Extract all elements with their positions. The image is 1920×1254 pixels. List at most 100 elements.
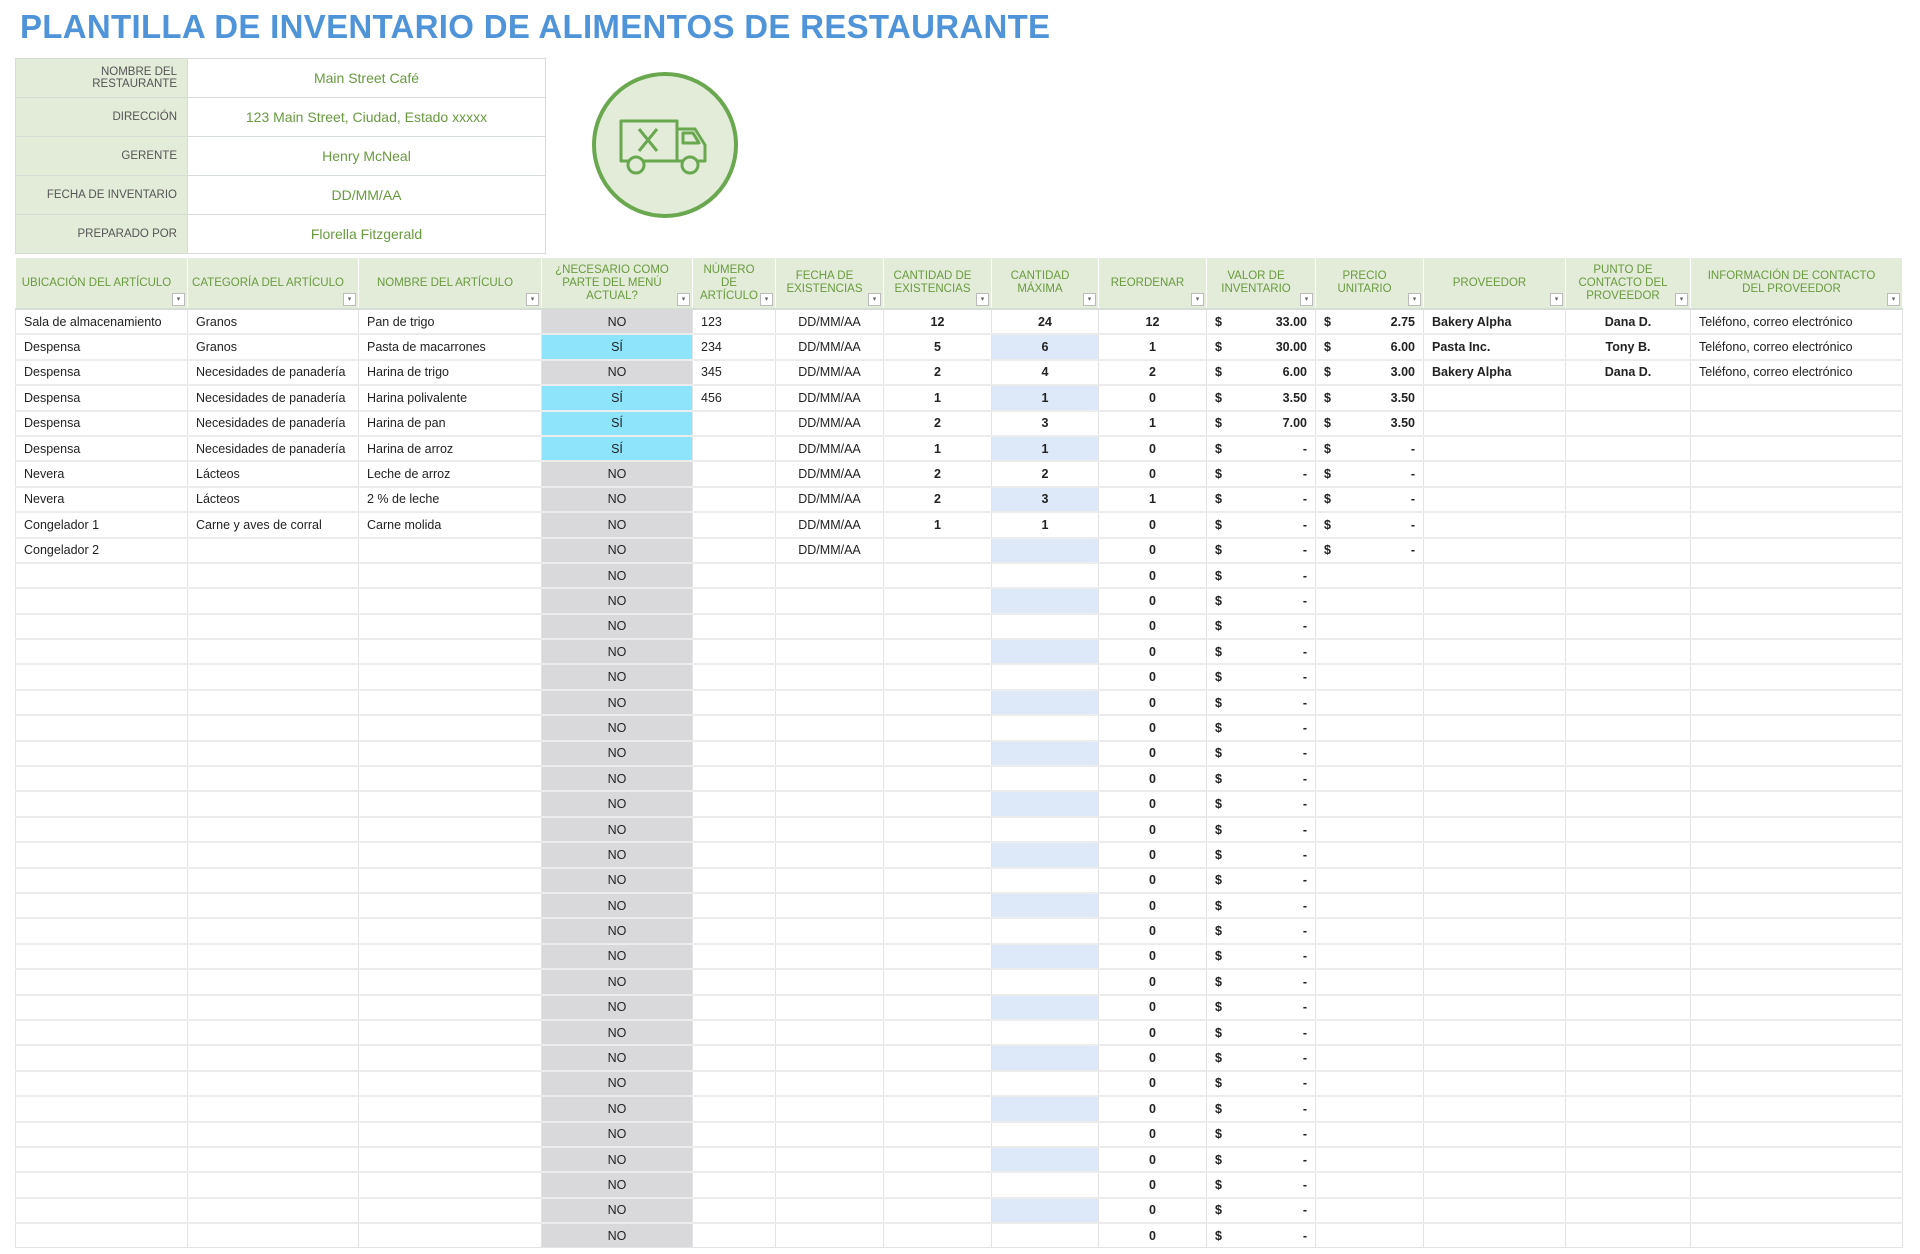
cell-unit-price[interactable]: [1315, 739, 1424, 767]
cell-supplier[interactable]: [1423, 1069, 1566, 1097]
cell-stock-date[interactable]: [775, 1120, 884, 1148]
cell-inventory-value[interactable]: $ -: [1206, 587, 1316, 615]
cell-menu-needed[interactable]: NO: [541, 587, 693, 615]
cell-supplier[interactable]: [1423, 993, 1566, 1021]
cell-stock-qty[interactable]: [883, 866, 992, 894]
cell-supplier-info[interactable]: [1690, 638, 1903, 665]
cell-supplier-contact[interactable]: [1565, 1069, 1691, 1097]
filter-dropdown-icon[interactable]: ▾: [1675, 293, 1688, 306]
cell-inventory-value[interactable]: $ -: [1206, 485, 1316, 513]
cell-inventory-value[interactable]: $ -: [1206, 993, 1316, 1021]
cell-unit-price[interactable]: $ -: [1315, 485, 1424, 513]
cell-inventory-value[interactable]: $ -: [1206, 790, 1316, 818]
cell-supplier[interactable]: [1423, 1222, 1566, 1249]
cell-item-name[interactable]: Harina de pan: [358, 409, 542, 437]
cell-supplier-info[interactable]: [1690, 485, 1903, 513]
cell-reorder[interactable]: 0: [1098, 663, 1207, 691]
cell-stock-date[interactable]: [775, 1069, 884, 1097]
cell-max-qty[interactable]: 3: [991, 409, 1099, 437]
cell-item-number[interactable]: [692, 1196, 776, 1224]
filter-dropdown-icon[interactable]: ▾: [1083, 293, 1096, 306]
cell-item-name[interactable]: [358, 765, 542, 792]
cell-menu-needed[interactable]: NO: [541, 1069, 693, 1097]
cell-item-number[interactable]: [692, 891, 776, 919]
cell-stock-date[interactable]: [775, 688, 884, 716]
cell-stock-date[interactable]: [775, 1095, 884, 1123]
cell-stock-date[interactable]: [775, 968, 884, 996]
cell-supplier[interactable]: [1423, 815, 1566, 843]
cell-menu-needed[interactable]: NO: [541, 968, 693, 996]
cell-reorder[interactable]: 0: [1098, 1069, 1207, 1097]
restaurant-name-cell[interactable]: Main Street Café: [187, 58, 546, 98]
cell-reorder[interactable]: 0: [1098, 460, 1207, 488]
cell-category[interactable]: [187, 1044, 359, 1072]
cell-reorder[interactable]: 0: [1098, 587, 1207, 615]
cell-unit-price[interactable]: $2.75: [1315, 307, 1424, 335]
cell-max-qty[interactable]: 4: [991, 358, 1099, 386]
cell-stock-qty[interactable]: [883, 790, 992, 818]
cell-reorder[interactable]: 0: [1098, 1171, 1207, 1199]
cell-stock-qty[interactable]: [883, 1018, 992, 1046]
cell-item-number[interactable]: [692, 612, 776, 640]
cell-item-name[interactable]: Carne molida: [358, 511, 542, 539]
cell-unit-price[interactable]: $6.00: [1315, 333, 1424, 361]
cell-item-name[interactable]: [358, 1222, 542, 1249]
cell-supplier-info[interactable]: [1690, 561, 1903, 589]
cell-inventory-value[interactable]: $ -: [1206, 688, 1316, 716]
cell-stock-qty[interactable]: [883, 688, 992, 716]
cell-item-number[interactable]: 345: [692, 358, 776, 386]
cell-inventory-value[interactable]: $ -: [1206, 942, 1316, 970]
cell-stock-date[interactable]: DD/MM/AA: [775, 409, 884, 437]
cell-supplier-contact[interactable]: [1565, 587, 1691, 615]
cell-unit-price[interactable]: [1315, 815, 1424, 843]
cell-menu-needed[interactable]: NO: [541, 1171, 693, 1199]
cell-reorder[interactable]: 0: [1098, 866, 1207, 894]
cell-reorder[interactable]: 0: [1098, 1120, 1207, 1148]
cell-menu-needed[interactable]: NO: [541, 765, 693, 792]
cell-stock-date[interactable]: [775, 587, 884, 615]
cell-supplier[interactable]: [1423, 841, 1566, 869]
cell-inventory-value[interactable]: $ -: [1206, 612, 1316, 640]
cell-item-name[interactable]: Leche de arroz: [358, 460, 542, 488]
cell-supplier-info[interactable]: [1690, 739, 1903, 767]
cell-item-name[interactable]: 2 % de leche: [358, 485, 542, 513]
filter-dropdown-icon[interactable]: ▾: [1408, 293, 1421, 306]
cell-stock-qty[interactable]: [883, 536, 992, 564]
inventory-date-cell[interactable]: DD/MM/AA: [187, 175, 546, 215]
cell-supplier[interactable]: [1423, 790, 1566, 818]
cell-supplier[interactable]: [1423, 1044, 1566, 1072]
cell-reorder[interactable]: 0: [1098, 688, 1207, 716]
cell-supplier-contact[interactable]: [1565, 1145, 1691, 1173]
cell-category[interactable]: [187, 1120, 359, 1148]
cell-reorder[interactable]: 1: [1098, 333, 1207, 361]
cell-stock-qty[interactable]: 1: [883, 384, 992, 412]
cell-supplier[interactable]: [1423, 587, 1566, 615]
cell-stock-date[interactable]: DD/MM/AA: [775, 358, 884, 386]
cell-supplier-contact[interactable]: [1565, 434, 1691, 462]
cell-item-number[interactable]: [692, 790, 776, 818]
cell-stock-date[interactable]: [775, 993, 884, 1021]
cell-item-name[interactable]: [358, 561, 542, 589]
cell-unit-price[interactable]: [1315, 917, 1424, 945]
cell-item-name[interactable]: [358, 536, 542, 564]
cell-category[interactable]: [187, 587, 359, 615]
cell-stock-date[interactable]: [775, 942, 884, 970]
cell-unit-price[interactable]: [1315, 1120, 1424, 1148]
cell-item-name[interactable]: Pan de trigo: [358, 307, 542, 335]
cell-stock-qty[interactable]: [883, 1069, 992, 1097]
cell-inventory-value[interactable]: $30.00: [1206, 333, 1316, 361]
cell-max-qty[interactable]: [991, 1196, 1099, 1224]
cell-reorder[interactable]: 0: [1098, 638, 1207, 665]
cell-stock-qty[interactable]: [883, 942, 992, 970]
cell-menu-needed[interactable]: NO: [541, 815, 693, 843]
cell-location[interactable]: [15, 688, 188, 716]
cell-item-name[interactable]: [358, 714, 542, 742]
cell-supplier-info[interactable]: [1690, 815, 1903, 843]
cell-item-number[interactable]: [692, 1120, 776, 1148]
manager-cell[interactable]: Henry McNeal: [187, 136, 546, 176]
cell-supplier[interactable]: [1423, 638, 1566, 665]
cell-max-qty[interactable]: 2: [991, 460, 1099, 488]
cell-stock-date[interactable]: DD/MM/AA: [775, 384, 884, 412]
cell-unit-price[interactable]: [1315, 1044, 1424, 1072]
filter-dropdown-icon[interactable]: ▾: [1887, 293, 1900, 306]
